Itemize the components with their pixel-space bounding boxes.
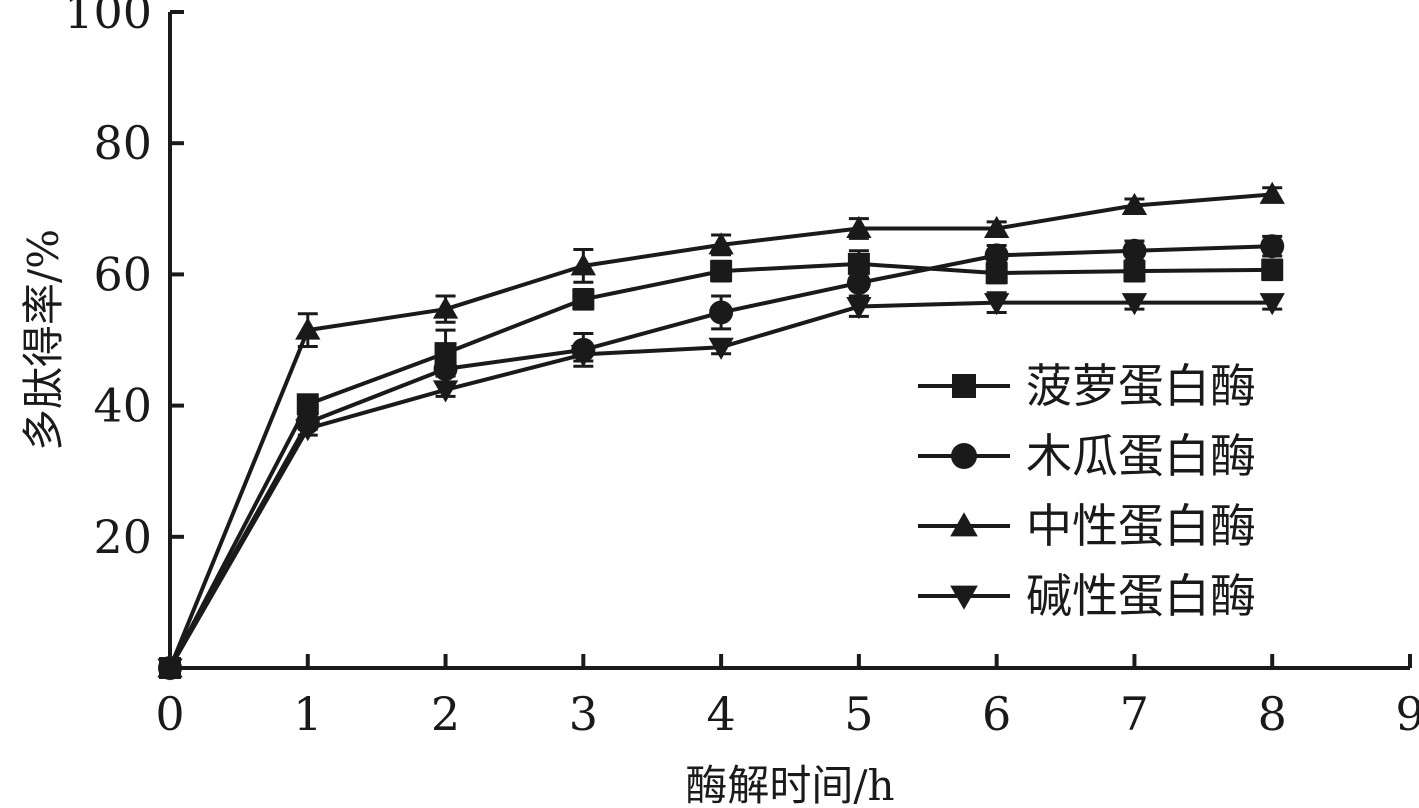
tick-labels: 0 1 2 3 4 5 6 7 8 9 20 40 60 80 100 [64,0,1419,741]
data-point [984,293,1010,316]
legend-marker [951,443,977,469]
y-tick-label: 100 [64,0,152,39]
data-point [295,419,321,442]
x-tick-label: 3 [569,687,598,741]
x-tick-label: 9 [1395,687,1419,741]
legend-label: 菠萝蛋白酶 [1026,359,1256,413]
data-point [1123,260,1146,283]
legend-label: 中性蛋白酶 [1026,499,1256,553]
data-point [985,262,1008,285]
data-point [570,253,596,276]
x-tick-label: 8 [1258,687,1287,741]
x-tick-label: 1 [293,687,322,741]
data-point [1260,234,1285,259]
data-point [432,380,459,403]
legend-marker [952,374,976,398]
data-point [1122,238,1147,263]
data-point [1261,258,1284,281]
legend-label: 木瓜蛋白酶 [1026,429,1256,483]
y-tick-label: 60 [93,247,152,301]
data-point [710,260,733,283]
axes [168,10,1412,670]
data-point [846,215,872,238]
data-point [296,393,319,416]
data-point [708,337,734,360]
data-point [1259,293,1285,316]
series-4 [157,291,1285,681]
y-tick-label: 80 [93,116,152,170]
data-point [1121,192,1148,216]
data-point [433,356,458,381]
data-point [709,300,734,325]
series-group [157,181,1285,681]
x-tick-label: 0 [155,687,184,741]
data-point [295,317,321,340]
data-point [432,296,459,319]
data-point [846,297,872,320]
x-tick-label: 4 [706,687,735,741]
data-point [1121,293,1148,316]
y-tick-label: 20 [93,510,152,564]
x-tick-label: 2 [431,687,460,741]
data-point [157,658,183,681]
x-tick-label: 7 [1120,687,1149,741]
x-axis-label: 酶解时间/h [685,761,894,808]
data-point [708,232,734,255]
y-axis-label: 多肽得率/% [19,229,68,451]
data-point [572,288,595,311]
legend-marker [950,512,978,537]
legend-marker [950,585,978,610]
data-point [1259,181,1285,204]
data-point [846,270,871,295]
legend-label: 碱性蛋白酶 [1026,569,1256,623]
x-tick-label: 6 [982,687,1011,741]
data-point [570,344,596,368]
y-tick-label: 40 [93,379,152,433]
data-point [984,243,1009,268]
x-tick-label: 5 [844,687,873,741]
data-point [984,215,1010,238]
